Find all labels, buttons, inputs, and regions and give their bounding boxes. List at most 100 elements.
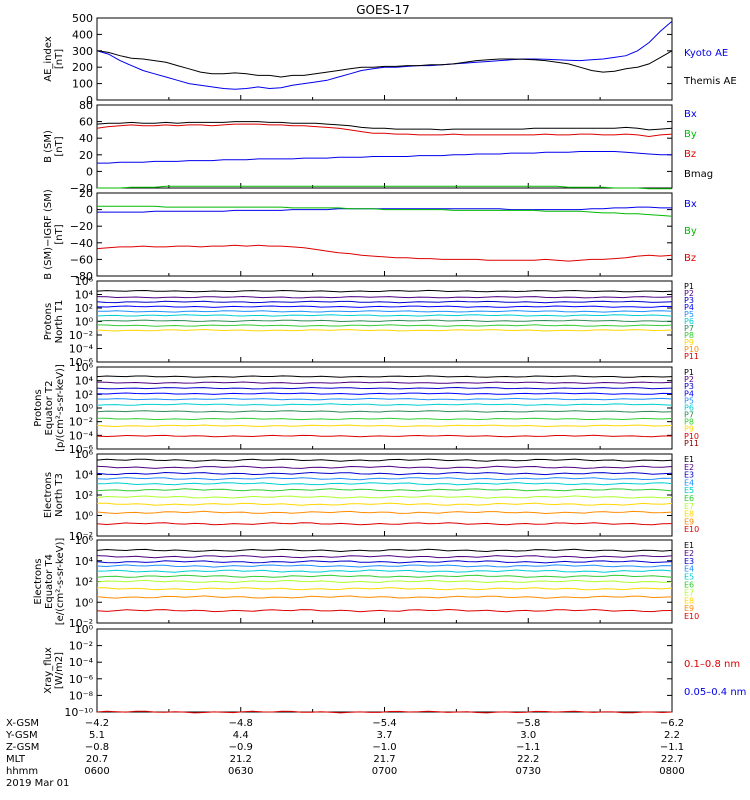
x-axis-value: 20.7 <box>86 754 108 765</box>
series-line <box>96 560 673 564</box>
y-tick-label: 400 <box>72 28 93 41</box>
y-tick-label: 10⁻² <box>69 640 93 653</box>
x-axis-row-label: hhmm <box>6 766 38 777</box>
y-tick-label: 10⁻⁴ <box>69 343 94 356</box>
series-line <box>97 397 673 401</box>
legend-entry: P2 <box>684 289 694 298</box>
y-tick-label: 10⁶ <box>75 534 94 547</box>
series-line <box>97 206 672 213</box>
panel-frame <box>96 628 673 713</box>
legend-entry: P6 <box>684 317 694 326</box>
panel-frame <box>96 104 673 189</box>
legend-entry: E3 <box>684 557 694 566</box>
x-axis-row-label: X-GSM <box>6 718 39 729</box>
series-line <box>96 595 673 599</box>
series-line <box>96 608 673 613</box>
legend-entry: 0.1–0.8 nm <box>684 659 740 670</box>
y-tick-label: 10⁶ <box>75 275 94 288</box>
legend-entry: E6 <box>684 581 694 590</box>
panel-b-sm: −20 0 20 40 60 80 B (SM) [nT] Bx By Bz Bmag <box>43 99 713 195</box>
legend-entry: P10 <box>684 432 699 441</box>
series-line <box>96 710 673 714</box>
y-axis-label: North T3 <box>54 473 65 517</box>
y-tick-label: 10⁻⁶ <box>69 443 94 456</box>
legend-entry: Bx <box>684 199 697 210</box>
series-line <box>96 477 673 481</box>
y-tick-label: 60 <box>79 116 93 129</box>
y-tick-label: 10⁴ <box>75 555 94 568</box>
y-axis-label: [nT] <box>54 136 65 156</box>
series-line <box>96 328 673 332</box>
legend-entry: E8 <box>684 596 694 605</box>
legend-entry: P3 <box>684 296 694 305</box>
y-tick-label: 10⁰ <box>75 316 94 329</box>
series-line <box>96 579 673 584</box>
series-line <box>96 392 673 395</box>
y-tick-label: 10⁻² <box>69 329 93 342</box>
legend-entry: P6 <box>684 403 694 412</box>
legend-entry: E9 <box>684 604 694 613</box>
y-tick-label: 10⁻⁴ <box>69 656 94 669</box>
y-tick-label: 10⁻⁸ <box>69 689 94 702</box>
y-axis-label: AE_index <box>43 36 54 82</box>
figure-title: GOES-17 <box>356 3 410 17</box>
x-axis-value: 21.7 <box>373 754 395 765</box>
y-tick-label: 10⁻² <box>69 530 93 543</box>
legend-entry: P1 <box>684 282 694 291</box>
panel-b-igrf: −80 −60 −40 −20 0 20 B (SM)−IGRF (SM) [nT] Bx By B… <box>43 187 697 283</box>
y-axis-label: Xray_flux <box>43 647 54 694</box>
x-axis-value: 0600 <box>84 766 109 777</box>
y-tick-label: 10⁻² <box>69 617 93 630</box>
series-line <box>96 121 673 131</box>
legend-entry: Bz <box>684 253 696 264</box>
panel-electrons-t4: 10⁶ 10⁴ 10² 10⁰ 10⁻² Electrons Equator T4 [e/(c… <box>33 534 699 630</box>
series-line <box>96 123 673 138</box>
series-line <box>96 424 673 428</box>
series-line <box>96 403 673 406</box>
panel-frame <box>96 192 673 277</box>
y-axis-label: [nT] <box>54 49 65 69</box>
y-axis-label: [p/(cm²-s-sr-keV)] <box>55 364 66 452</box>
legend-entry: P4 <box>684 389 694 398</box>
x-axis-value: 22.7 <box>661 754 683 765</box>
legend-entry: E4 <box>684 478 694 487</box>
x-axis-value: 4.4 <box>233 730 249 741</box>
y-axis-label: Electrons <box>43 472 54 518</box>
series-line <box>96 314 673 317</box>
y-tick-label: −80 <box>70 270 93 283</box>
series-line <box>96 488 673 492</box>
y-axis-label: [W/m2] <box>54 652 65 689</box>
series-line <box>96 465 673 469</box>
series-line <box>97 502 673 506</box>
x-axis-value: −0.9 <box>229 742 253 753</box>
legend-entry: P5 <box>684 396 694 405</box>
y-axis-label: Protons <box>33 389 44 426</box>
x-axis-value: 3.0 <box>520 730 536 741</box>
y-axis-label: North T1 <box>54 300 65 344</box>
series-line <box>96 289 673 293</box>
y-tick-label: 10² <box>75 302 93 315</box>
series-line <box>96 386 673 390</box>
y-tick-label: 0 <box>86 165 93 178</box>
y-tick-label: 0 <box>86 94 93 107</box>
x-axis-row-label: MLT <box>6 754 26 765</box>
legend-entry: P9 <box>684 425 694 434</box>
x-axis-value: 0730 <box>516 766 541 777</box>
legend-entry: P7 <box>684 324 694 333</box>
y-axis-label: Protons <box>43 303 54 340</box>
x-axis-value: −4.2 <box>85 718 109 729</box>
y-tick-label: 10⁰ <box>75 623 94 636</box>
series-line <box>96 564 673 568</box>
series-line <box>96 319 673 323</box>
x-axis-value: −5.8 <box>516 718 540 729</box>
legend-entry: E5 <box>684 486 694 495</box>
legend-entry: E4 <box>684 565 694 574</box>
legend-entry: P10 <box>684 345 699 354</box>
series-line <box>97 310 673 313</box>
y-tick-label: 10⁻⁶ <box>69 673 94 686</box>
y-axis-label: B (SM)−IGRF (SM) <box>43 189 54 280</box>
series-line <box>96 300 673 304</box>
